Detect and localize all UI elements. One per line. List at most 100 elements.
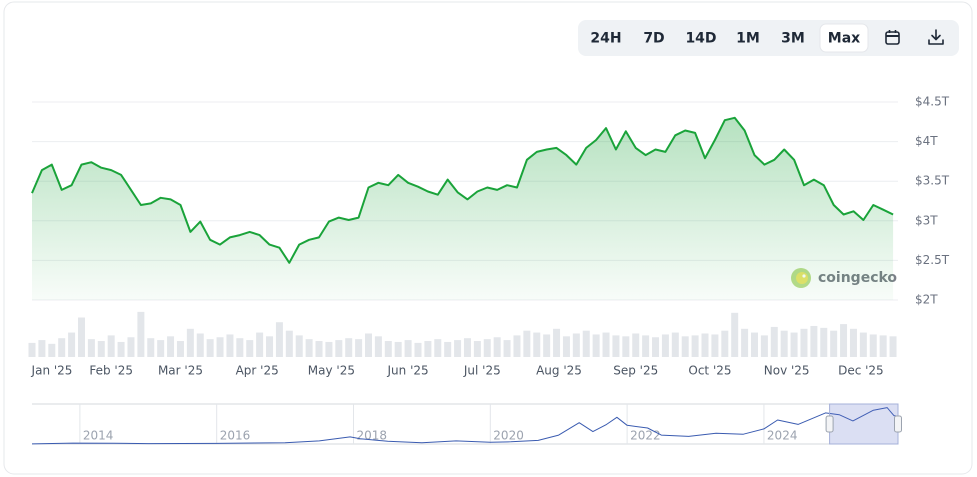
volume-bar — [879, 335, 887, 357]
volume-bar — [48, 343, 56, 357]
y-tick-label: $3.5T — [915, 174, 950, 188]
volume-bar — [622, 336, 630, 357]
volume-bar — [800, 328, 808, 357]
volume-bar — [770, 326, 778, 357]
range-button[interactable]: 7D — [643, 31, 664, 47]
volume-bar — [127, 337, 135, 357]
volume-bar — [612, 335, 620, 357]
navigator-handle[interactable] — [825, 415, 834, 433]
volume-bar — [38, 340, 46, 357]
volume-bar — [157, 340, 165, 357]
volume-bar — [87, 339, 95, 357]
volume-bar — [533, 332, 541, 357]
volume-bar — [275, 322, 283, 357]
volume-bar — [355, 339, 363, 357]
x-tick-label: Aug '25 — [536, 364, 582, 378]
volume-bar — [671, 332, 679, 357]
range-toolbar — [578, 20, 959, 56]
volume-bar — [750, 332, 758, 357]
volume-bar — [830, 330, 838, 357]
volume-bar — [434, 339, 442, 357]
volume-bar — [760, 335, 768, 357]
volume-bar — [246, 340, 254, 357]
x-tick-label: Jan '25 — [31, 364, 73, 378]
volume-bar — [889, 336, 897, 357]
navigator-line — [31, 407, 899, 445]
volume-bar — [681, 336, 689, 357]
navigator-selection — [829, 403, 899, 445]
range-button[interactable]: Max — [828, 31, 860, 47]
volume-bar — [691, 335, 699, 357]
range-button[interactable]: 3M — [781, 31, 805, 47]
volume-bar — [780, 330, 788, 357]
range-button[interactable]: 14D — [685, 31, 716, 47]
area-fill — [32, 117, 894, 300]
volume-bar — [107, 335, 115, 357]
x-tick-label: Dec '25 — [838, 364, 884, 378]
price-line — [31, 116, 894, 264]
volume-bar — [137, 311, 145, 357]
volume-bar — [424, 341, 432, 357]
x-tick-label: Jun '25 — [387, 364, 429, 378]
volume-bar — [632, 333, 640, 357]
volume-bar — [68, 332, 76, 357]
volume-bar — [97, 341, 105, 357]
volume-bar — [741, 328, 749, 357]
volume-bar — [28, 342, 36, 357]
selected-button-bg — [819, 23, 869, 53]
volume-bar — [374, 336, 382, 357]
volume-bar — [840, 324, 848, 357]
volume-bar — [266, 336, 274, 357]
volume-bar — [196, 333, 204, 357]
volume-bar — [661, 334, 669, 357]
range-button[interactable]: 1M — [736, 31, 760, 47]
volume-bar — [117, 341, 125, 357]
range-buttons: 24H 7D 14D 1M 3M Max — [590, 23, 869, 53]
volume-bar — [325, 341, 333, 357]
volume-bar — [523, 330, 531, 357]
navigator-handle[interactable] — [894, 415, 902, 433]
volume-bar — [77, 317, 85, 357]
volume-bar — [404, 340, 412, 357]
volume-bar — [335, 340, 343, 357]
x-tick-label: Oct '25 — [688, 364, 731, 378]
volume-bar — [562, 336, 570, 357]
volume-bar — [652, 337, 660, 357]
volume-bar — [493, 337, 501, 357]
navigator-year-label: 2024 — [767, 429, 798, 443]
volume-bar — [503, 340, 511, 357]
volume-bar — [849, 328, 857, 357]
range-button[interactable]: 24H — [590, 31, 621, 47]
navigator-year-label: 2020 — [493, 429, 524, 443]
download-button[interactable] — [928, 29, 944, 45]
volume-bar — [236, 338, 244, 357]
volume-bar — [483, 339, 491, 357]
x-tick-label: Nov '25 — [764, 364, 810, 378]
volume-bar — [256, 332, 264, 357]
volume-bar — [315, 341, 323, 357]
volume-bar — [473, 341, 481, 357]
volume-bar — [176, 341, 184, 357]
volume-bar — [721, 330, 729, 357]
y-tick-label: $2T — [915, 293, 938, 307]
volume-bar — [543, 334, 551, 357]
x-tick-label: Apr '25 — [236, 364, 279, 378]
volume-bar — [444, 341, 452, 357]
x-tick-label: Mar '25 — [158, 364, 203, 378]
x-tick-label: May '25 — [308, 364, 355, 378]
volume-bar — [305, 339, 313, 357]
navigator-year-label: 2014 — [83, 429, 114, 443]
volume-bar — [226, 334, 234, 357]
calendar-button[interactable] — [885, 30, 900, 45]
volume-bar — [285, 330, 293, 357]
volume-bar — [790, 332, 798, 357]
x-tick-label: Sep '25 — [613, 364, 658, 378]
volume-bar — [206, 339, 214, 357]
volume-bar — [394, 341, 402, 357]
y-tick-label: $4.5T — [915, 95, 950, 109]
volume-bar — [513, 335, 521, 357]
volume-bar — [345, 338, 353, 357]
volume-bar — [365, 333, 373, 357]
volume-bar — [820, 327, 828, 357]
